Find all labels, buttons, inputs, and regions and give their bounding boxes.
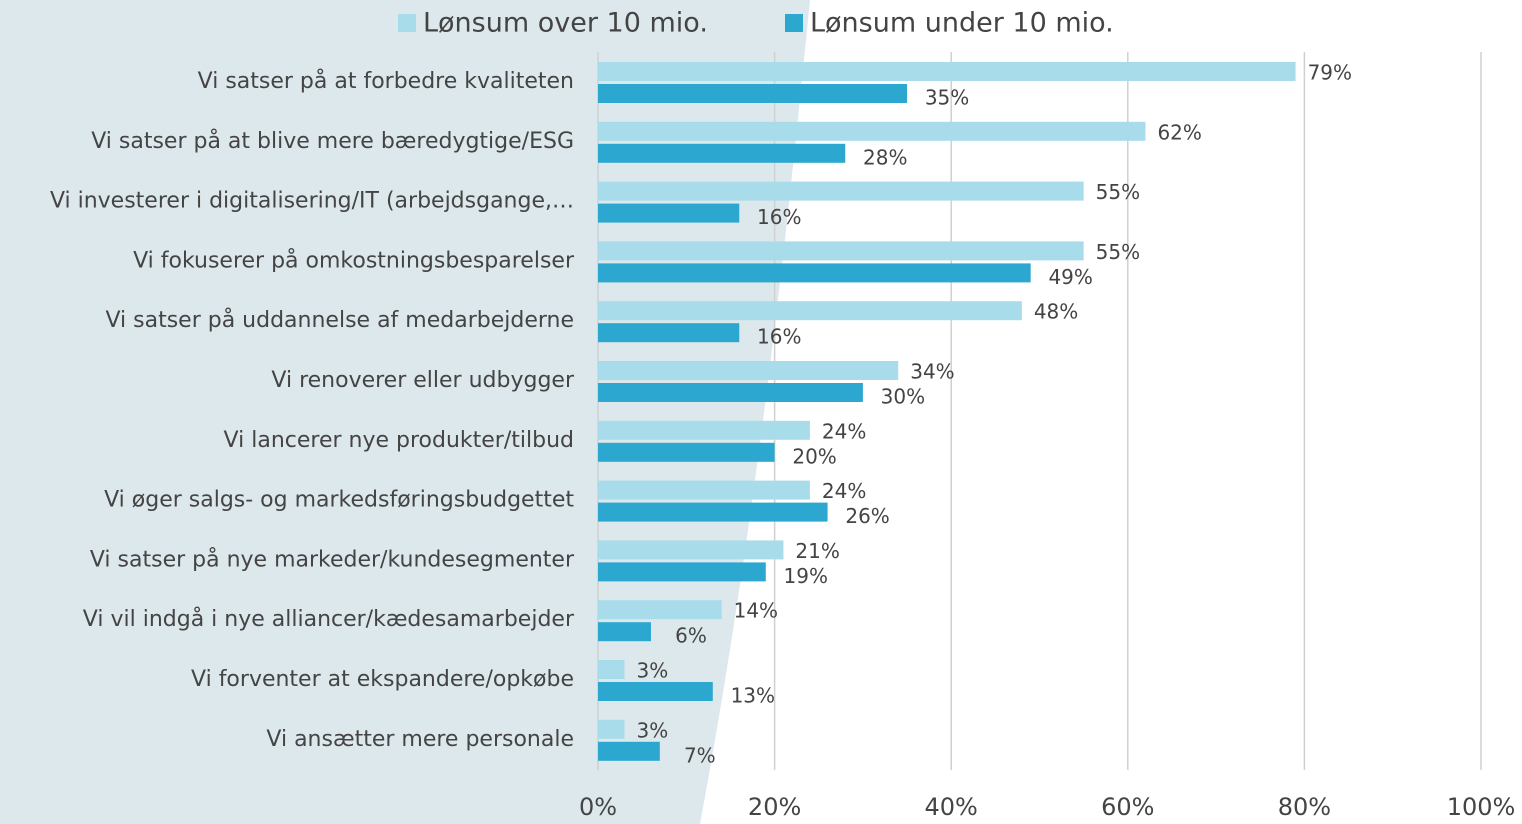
value-label: 6%	[675, 624, 707, 648]
value-label: 24%	[822, 479, 866, 503]
value-label: 30%	[881, 385, 925, 409]
category-label: Vi satser på at forbedre kvaliteten	[198, 68, 574, 94]
bar	[598, 383, 863, 402]
bar	[598, 442, 775, 462]
category-label: Vi satser på at blive mere bæredygtige/E…	[91, 128, 574, 154]
category-label: Vi fokuserer på omkostningsbesparelser	[133, 247, 575, 273]
value-label: 79%	[1308, 61, 1352, 85]
category-label: Vi renoverer eller udbygger	[271, 368, 575, 393]
bar	[598, 143, 846, 163]
value-label: 20%	[792, 444, 836, 468]
value-label: 21%	[795, 539, 839, 563]
value-label: 24%	[822, 419, 866, 443]
value-label: 28%	[863, 145, 907, 169]
bar	[598, 540, 784, 560]
value-label: 19%	[784, 564, 828, 588]
value-label: 55%	[1096, 180, 1140, 204]
category-label: Vi øger salgs- og markedsføringsbudgette…	[104, 488, 574, 513]
category-label: Vi ansætter mere personale	[266, 727, 574, 752]
bar	[598, 420, 810, 440]
value-label: 3%	[636, 659, 668, 683]
category-label: Vi lancerer nye produkter/tilbud	[224, 428, 574, 453]
bar	[598, 62, 1296, 81]
legend-swatch	[785, 14, 803, 32]
value-label: 7%	[684, 743, 716, 767]
x-tick-label: 60%	[1101, 793, 1154, 821]
bar	[598, 682, 713, 701]
bar	[598, 660, 625, 679]
value-label: 26%	[845, 504, 889, 528]
value-label: 34%	[910, 360, 954, 384]
value-label: 3%	[636, 718, 668, 742]
category-label: Vi investerer i digitalisering/IT (arbej…	[50, 189, 574, 214]
value-label: 48%	[1034, 300, 1078, 324]
x-tick-label: 0%	[579, 793, 617, 821]
value-label: 14%	[734, 599, 778, 623]
bar	[598, 480, 810, 500]
bar	[598, 600, 722, 620]
value-label: 55%	[1096, 240, 1140, 264]
bar	[598, 719, 625, 739]
x-tick-label: 100%	[1447, 793, 1516, 821]
category-label: Vi vil indgå i nye alliancer/kædesamarbe…	[83, 606, 575, 632]
bar	[598, 84, 908, 103]
value-label: 16%	[757, 325, 801, 349]
legend-label: Lønsum under 10 mio.	[810, 8, 1114, 39]
legend-label: Lønsum over 10 mio.	[423, 8, 708, 39]
bar	[598, 181, 1084, 201]
legend-swatch	[398, 14, 416, 32]
bar	[598, 741, 660, 761]
bar	[598, 241, 1084, 261]
x-tick-label: 20%	[748, 793, 801, 821]
bar	[598, 263, 1031, 283]
bar	[598, 622, 651, 642]
bar	[598, 121, 1146, 141]
category-label: Vi satser på nye markeder/kundesegmenter	[90, 546, 575, 572]
x-tick-label: 80%	[1278, 793, 1331, 821]
value-label: 49%	[1048, 265, 1092, 289]
value-label: 13%	[731, 684, 775, 708]
bar	[598, 502, 828, 522]
bar	[598, 361, 899, 380]
bar	[598, 301, 1022, 321]
bar	[598, 203, 740, 223]
x-tick-label: 40%	[925, 793, 978, 821]
bar	[598, 323, 740, 343]
value-label: 16%	[757, 205, 801, 229]
category-label: Vi satser på uddannelse af medarbejderne	[105, 307, 574, 333]
value-label: 62%	[1157, 120, 1201, 144]
category-label: Vi forventer at ekspandere/opkøbe	[191, 667, 574, 692]
bar	[598, 562, 766, 582]
value-label: 35%	[925, 86, 969, 110]
